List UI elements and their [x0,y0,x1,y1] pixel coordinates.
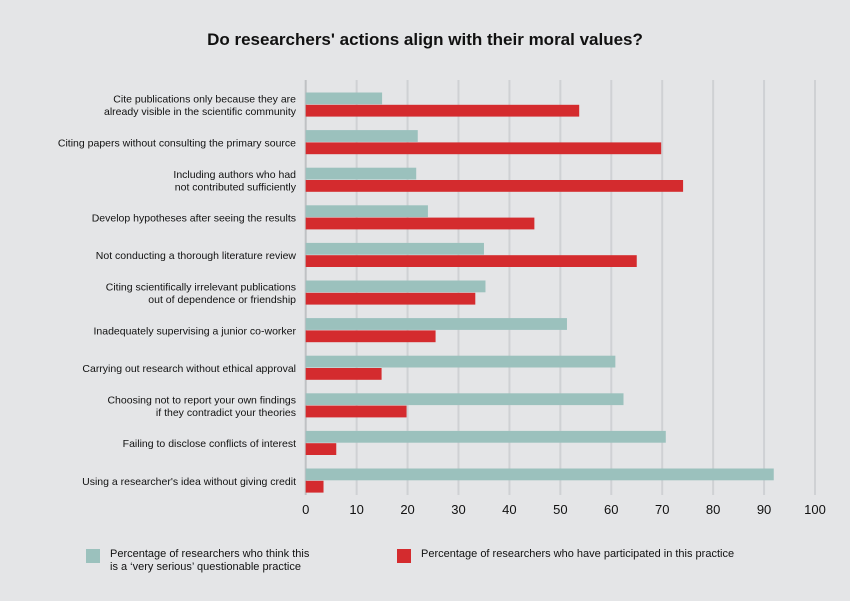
bar-serious [305,430,666,443]
x-tick-label: 0 [302,502,309,517]
category-label: Failing to disclose conflicts of interes… [123,438,296,450]
bar-serious [305,355,616,368]
legend-swatch-teal [86,549,100,563]
bar-serious [305,130,418,142]
bar-serious [305,468,774,481]
legend-item-participated: Percentage of researchers who have parti… [397,548,734,563]
legend-label: Percentage of researchers who have parti… [421,548,735,560]
x-tick-label: 20 [400,502,414,517]
category-label: Citing scientifically irrelevant publica… [106,282,296,307]
bar-serious [305,318,567,330]
legend-item-serious: Percentage of researchers who think this… [86,548,309,574]
category-label: Carrying out research without ethical ap… [82,363,296,375]
bar-participated [305,405,407,418]
bar-serious [305,242,484,255]
category-label: Choosing not to report your own findings… [107,394,296,419]
category-label: Inadequately supervising a junior co-wor… [93,325,296,337]
x-tick-label: 100 [804,502,826,517]
bar-participated [305,217,535,230]
bar-participated [305,330,436,343]
legend-swatch-red [397,549,411,563]
bar-serious [305,280,486,293]
bar-participated [305,443,337,455]
bar-participated [305,104,580,117]
bar-serious [305,393,624,406]
category-label: Using a researcher's idea without giving… [82,476,296,488]
x-tick-label: 50 [553,502,567,517]
category-label: Develop hypotheses after seeing the resu… [92,213,296,225]
chart-title: Do researchers' actions align with their… [207,30,643,49]
bar-serious [305,167,417,180]
x-tick-label: 10 [349,502,363,517]
bar-serious [305,205,428,218]
category-label: Not conducting a thorough literature rev… [96,250,297,262]
category-label: Including authors who had not contributed… [173,169,296,194]
bar-participated [305,368,382,380]
bar-participated [305,142,662,155]
bar-serious [305,92,383,105]
bar-participated [305,180,684,192]
x-tick-label: 80 [706,502,720,517]
x-tick-label: 70 [655,502,669,517]
x-tick-label: 30 [451,502,465,517]
bar-participated [305,255,637,267]
legend-label: Percentage of researchers who think this… [110,548,310,573]
bar-participated [305,292,476,305]
x-tick-label: 40 [502,502,516,517]
bar-participated [305,480,324,493]
category-label: Cite publications only because they are a… [104,94,297,119]
x-tick-label: 60 [604,502,618,517]
category-label: Citing papers without consulting the pri… [58,137,296,149]
x-tick-label: 90 [757,502,771,517]
